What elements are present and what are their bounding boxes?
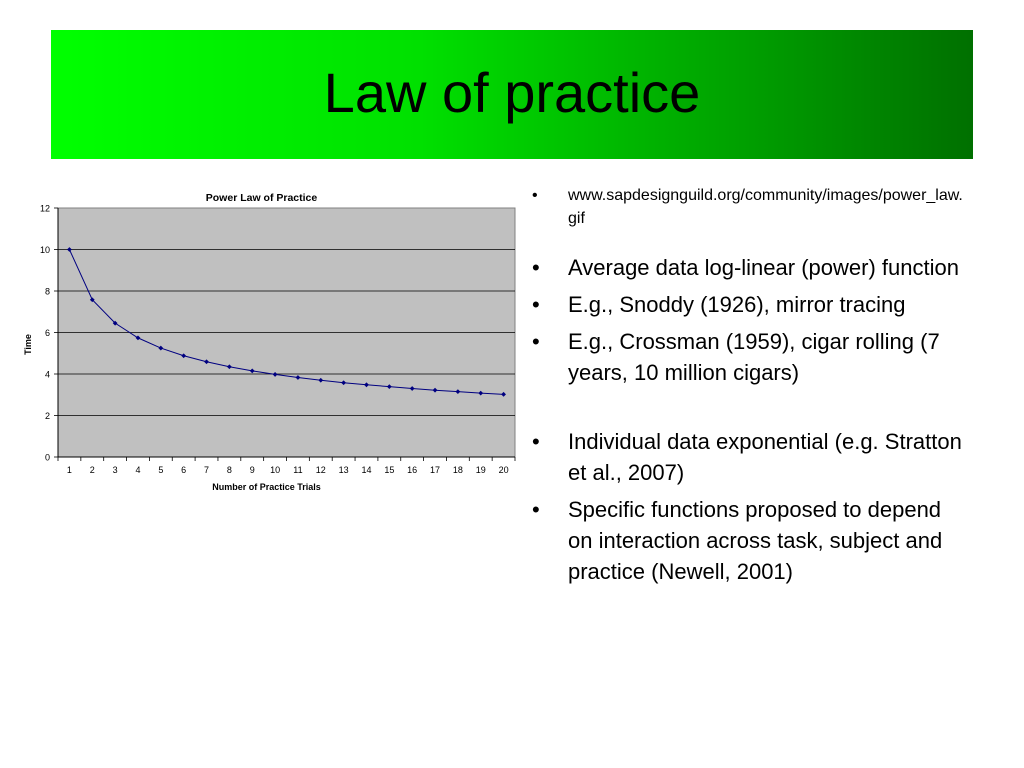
- x-tick-label: 8: [227, 465, 232, 475]
- y-tick-label: 12: [40, 204, 50, 214]
- bullet-item-average-data: • Average data log-linear (power) functi…: [530, 252, 970, 283]
- x-tick-label: 1: [67, 465, 72, 475]
- data-point: [272, 372, 278, 377]
- x-tick-label: 16: [407, 465, 417, 475]
- data-point: [386, 384, 392, 390]
- data-point: [295, 375, 301, 380]
- bullet-item-source-url: • www.sapdesignguild.org/community/image…: [530, 184, 970, 230]
- data-point: [204, 359, 209, 365]
- bullet-item-snoddy: • E.g., Snoddy (1926), mirror tracing: [530, 289, 970, 320]
- x-tick-label: 11: [293, 465, 302, 475]
- data-point: [501, 391, 506, 397]
- bullet-symbol: •: [532, 255, 540, 280]
- x-tick-label: 19: [476, 465, 486, 475]
- slide-title: Law of practice: [323, 61, 701, 124]
- bullet-text: Individual data exponential (e.g. Stratt…: [568, 429, 962, 485]
- y-tick-label: 4: [45, 370, 50, 380]
- x-tick-label: 20: [499, 465, 509, 475]
- bullet-symbol: •: [532, 292, 540, 317]
- x-tick-label: 3: [113, 465, 118, 475]
- x-tick-label: 6: [181, 465, 186, 475]
- bullet-item-specific-functions: • Specific functions proposed to depend …: [530, 494, 970, 587]
- data-point: [409, 386, 415, 391]
- data-point: [432, 387, 438, 393]
- x-tick-label: 4: [135, 465, 140, 475]
- data-point: [249, 368, 255, 374]
- data-point: [478, 390, 484, 396]
- bullet-item-crossman: • E.g., Crossman (1959), cigar rolling (…: [530, 326, 970, 388]
- bullet-symbol: •: [532, 187, 538, 204]
- data-point: [341, 380, 347, 386]
- bullet-text: Average data log-linear (power) function: [568, 255, 959, 280]
- data-point: [318, 377, 324, 383]
- x-tick-label: 7: [204, 465, 209, 475]
- y-tick-label: 10: [40, 245, 50, 255]
- title-bar: Law of practice: [51, 30, 973, 159]
- x-tick-label: 2: [90, 465, 95, 475]
- bullet-list: • www.sapdesignguild.org/community/image…: [530, 184, 970, 587]
- power-law-chart: Power Law of Practice 0 2 4 6 8 10 12 1 2 3 4 5 6 7 8 9 1…: [20, 186, 525, 496]
- x-tick-label: 18: [453, 465, 463, 475]
- bullet-item-individual-data: • Individual data exponential (e.g. Stra…: [530, 426, 970, 488]
- bullet-text: E.g., Snoddy (1926), mirror tracing: [568, 292, 906, 317]
- series-line: [68, 249, 504, 395]
- y-tick-label: 2: [45, 411, 50, 421]
- bullet-symbol: •: [532, 497, 540, 522]
- data-point: [89, 297, 95, 303]
- data-point: [226, 364, 232, 370]
- x-tick-label: 17: [430, 465, 440, 475]
- y-tick-label: 6: [45, 328, 50, 338]
- chart-title: Power Law of Practice: [206, 192, 318, 204]
- bullet-symbol: •: [532, 329, 540, 354]
- data-point: [364, 382, 369, 388]
- x-tick-label: 15: [384, 465, 394, 475]
- data-point: [112, 320, 118, 326]
- data-point: [67, 247, 72, 252]
- y-axis-label: Time: [23, 334, 33, 355]
- data-point: [135, 335, 141, 341]
- x-tick-label: 10: [270, 465, 280, 475]
- data-point: [455, 389, 461, 395]
- data-point: [181, 353, 187, 359]
- bullet-text: E.g., Crossman (1959), cigar rolling (7 …: [568, 329, 940, 385]
- bullet-symbol: •: [532, 429, 540, 454]
- x-tick-label: 12: [316, 465, 326, 475]
- x-tick-label: 5: [158, 465, 163, 475]
- y-tick-label: 0: [45, 453, 50, 463]
- x-tick-label: 13: [339, 465, 349, 475]
- y-tick-label: 8: [45, 287, 50, 297]
- x-tick-label: 9: [250, 465, 255, 475]
- bullet-text: Specific functions proposed to depend on…: [568, 497, 943, 584]
- x-tick-label: 14: [361, 465, 371, 475]
- bullet-text: www.sapdesignguild.org/community/images/…: [568, 187, 963, 227]
- x-axis-label: Number of Practice Trials: [212, 482, 321, 492]
